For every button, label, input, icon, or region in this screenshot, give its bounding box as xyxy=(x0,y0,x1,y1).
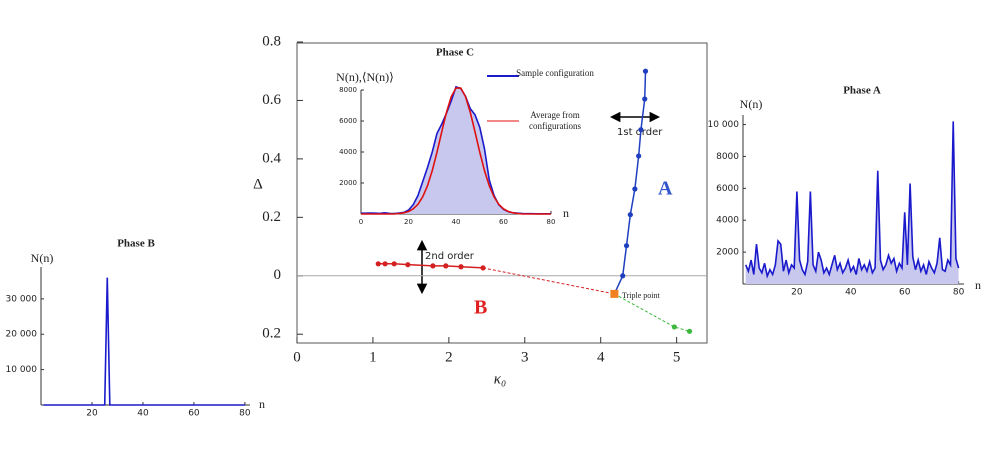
point xyxy=(443,263,449,269)
y-tick-label: 4000 xyxy=(339,148,357,156)
y-tick-label: 6000 xyxy=(716,184,739,194)
y-tick-label: 6000 xyxy=(339,117,357,125)
y-tick-label: 8000 xyxy=(339,86,357,94)
y-tick-label: 10 000 xyxy=(6,365,38,375)
y-tick-label: 2000 xyxy=(339,179,357,187)
x-tick-label: 0 xyxy=(293,349,301,365)
x-tick-label: 60 xyxy=(499,218,508,226)
x-tick-label: 20 xyxy=(791,288,803,298)
x-tick-label: 40 xyxy=(452,218,461,226)
point xyxy=(638,127,644,133)
series-line xyxy=(43,277,245,406)
x-tick-label: 80 xyxy=(239,409,251,419)
x-tick-label: 5 xyxy=(673,349,681,365)
point xyxy=(620,273,626,279)
y-tick-label: 4000 xyxy=(716,216,739,226)
legend-label: Sample configuration xyxy=(516,68,594,78)
point xyxy=(671,324,677,330)
y-axis-label: N(n),⟨N(n)⟩ xyxy=(336,70,394,84)
point xyxy=(642,96,648,102)
x-tick-label: 60 xyxy=(899,288,911,298)
panel-title: Phase B xyxy=(117,238,155,250)
x-tick-label: 0 xyxy=(359,218,363,226)
y-axis-label: Δ xyxy=(253,176,263,192)
y-axis-label: N(n) xyxy=(740,97,763,111)
y-tick-label: 2000 xyxy=(716,248,739,258)
y-tick-label: 0.2 xyxy=(262,326,281,342)
point xyxy=(636,153,642,159)
y-tick-label: 8000 xyxy=(716,152,739,162)
point xyxy=(375,261,381,267)
y-tick-label: 0.2 xyxy=(262,209,281,225)
y-tick-label: 10 000 xyxy=(708,120,740,130)
point xyxy=(632,186,638,192)
x-tick-label: 80 xyxy=(953,288,965,298)
point xyxy=(610,289,619,298)
y-axis-label: N(n) xyxy=(31,251,54,265)
y-tick-label: 0.8 xyxy=(262,33,281,49)
plot-frame xyxy=(296,42,708,344)
y-tick-label: 20 000 xyxy=(6,330,38,340)
area xyxy=(361,86,551,214)
series-line xyxy=(482,267,615,295)
y-tick-label: 30 000 xyxy=(6,294,38,304)
x-tick-label: 40 xyxy=(137,409,149,419)
point xyxy=(623,243,630,249)
area xyxy=(745,121,959,285)
panel-title: Phase A xyxy=(843,85,881,97)
point xyxy=(391,261,397,267)
annotation: B xyxy=(474,297,487,319)
y-tick-label: 0.4 xyxy=(262,150,281,166)
point xyxy=(405,262,411,268)
panel-title: Phase C xyxy=(436,47,474,59)
x-axis-label: n xyxy=(259,397,265,411)
x-axis-label: n xyxy=(975,278,981,292)
series-line xyxy=(361,87,551,215)
x-tick-label: 20 xyxy=(404,218,413,226)
x-tick-label: 40 xyxy=(845,288,857,298)
legend-label: Average from configurations xyxy=(529,110,581,131)
annotation: Triple point xyxy=(622,291,660,300)
point xyxy=(686,328,693,334)
series-line xyxy=(744,121,960,279)
series-line xyxy=(614,293,690,332)
x-tick-label: 60 xyxy=(188,409,200,419)
annotation: 2nd order xyxy=(425,251,475,262)
point xyxy=(430,263,436,269)
x-tick-label: 20 xyxy=(86,409,98,419)
x-axis-label: κ₀ xyxy=(494,371,506,387)
point xyxy=(642,68,649,74)
x-tick-label: 1 xyxy=(369,349,377,365)
x-axis-label: n xyxy=(563,206,569,220)
x-tick-label: 4 xyxy=(597,349,605,365)
point xyxy=(458,264,464,270)
x-tick-label: 3 xyxy=(521,349,529,365)
point xyxy=(382,261,388,267)
x-tick-label: 2 xyxy=(445,349,453,365)
x-tick-label: 80 xyxy=(547,218,556,226)
point xyxy=(627,212,633,218)
y-tick-label: 0 xyxy=(274,267,282,283)
series-line xyxy=(613,71,647,295)
annotation: A xyxy=(658,178,673,200)
y-tick-label: 0.6 xyxy=(262,92,281,108)
